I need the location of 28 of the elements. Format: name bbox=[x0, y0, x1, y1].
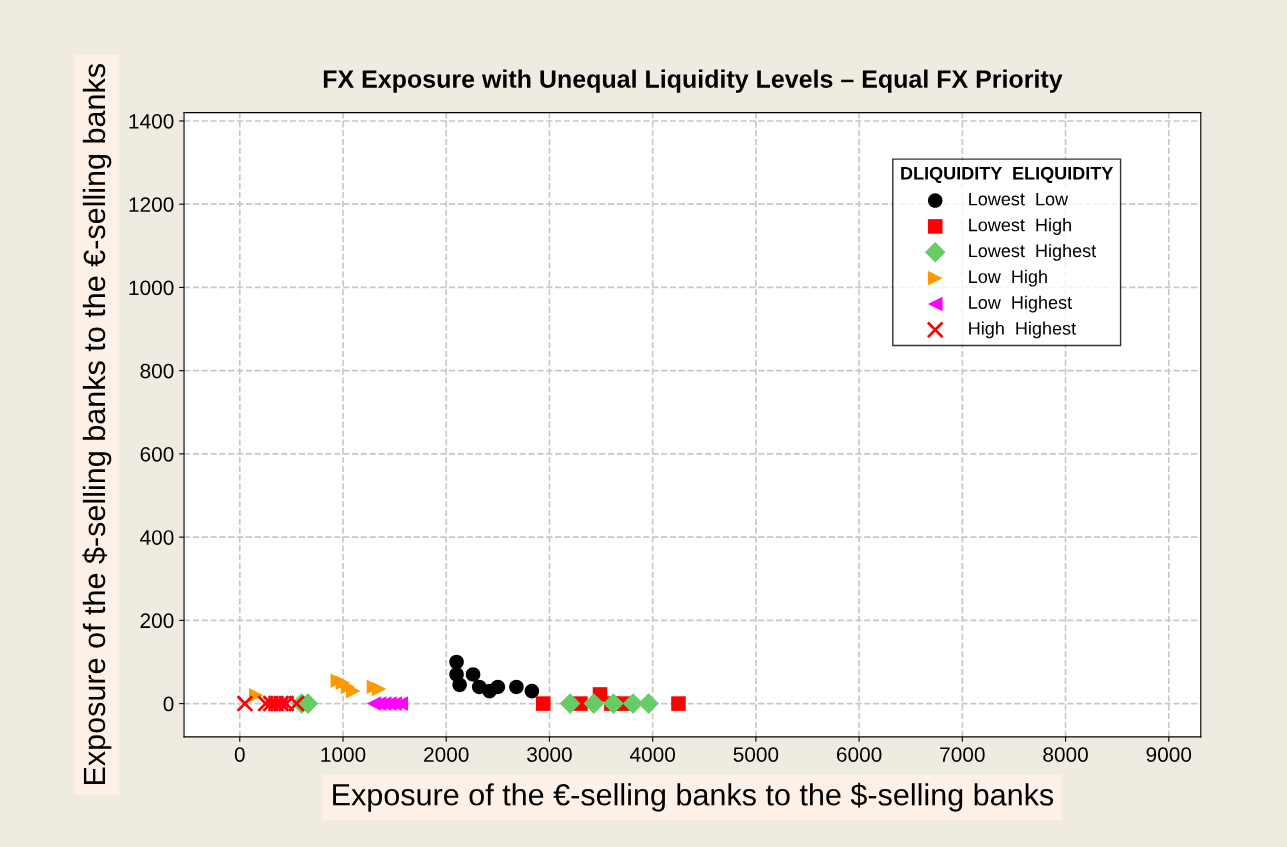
y-tick-label: 1000 bbox=[129, 280, 174, 296]
x-tick-label: 6000 bbox=[837, 747, 882, 762]
x-tick-label: 5000 bbox=[733, 747, 779, 762]
legend-label: High Highest bbox=[969, 321, 1076, 339]
x-tick-label: 0 bbox=[234, 747, 245, 762]
y-tick-label: 800 bbox=[140, 363, 174, 379]
y-tick-label: 0 bbox=[163, 696, 174, 712]
x-tick-label: 1000 bbox=[321, 747, 366, 762]
y-tick-label: 1200 bbox=[129, 197, 174, 212]
x-tick-label: 2000 bbox=[424, 747, 469, 762]
legend-title: DLIQUIDITY ELIQUIDITY bbox=[901, 166, 1114, 183]
legend-label: Low High bbox=[969, 269, 1047, 287]
chart-title: FX Exposure with Unequal Liquidity Levels – Equal FX Priority bbox=[323, 69, 1063, 93]
legend-label: Lowest High bbox=[969, 218, 1071, 235]
y-tick-label: 400 bbox=[140, 530, 174, 545]
x-tick-label: 7000 bbox=[940, 747, 985, 762]
legend-label: Lowest Low bbox=[969, 192, 1069, 206]
legend-label: Lowest Highest bbox=[969, 243, 1097, 261]
x-tick-label: 4000 bbox=[629, 747, 676, 762]
y-tick-label: 200 bbox=[140, 613, 174, 629]
x-tick-label: 3000 bbox=[527, 747, 572, 762]
y-tick-label: 600 bbox=[140, 446, 174, 462]
x-tick-label: 9000 bbox=[1146, 747, 1192, 762]
x-tick-label: 8000 bbox=[1043, 747, 1088, 762]
x-axis-title: Exposure of the €-selling banks to the $-selling banks bbox=[333, 782, 1054, 812]
legend-label: Low Highest bbox=[969, 295, 1072, 313]
y-tick-label: 1400 bbox=[129, 113, 174, 129]
y-axis-title: Exposure of the $-selling banks to the €-selling banks bbox=[82, 64, 112, 785]
